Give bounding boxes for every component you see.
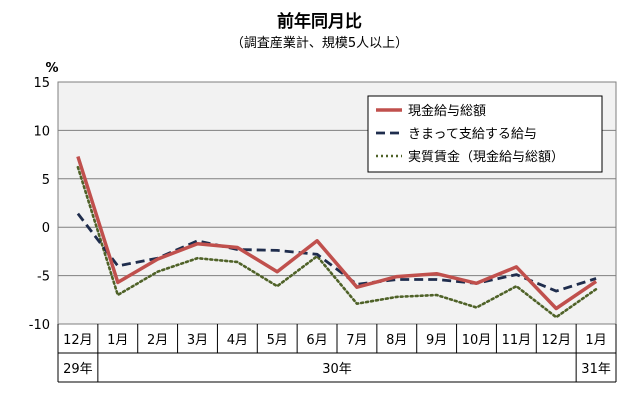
y-axis-unit-label: % — [45, 61, 58, 76]
x-tick-label: 1月 — [107, 333, 128, 348]
chart-subtitle: （調査産業計、規模5人以上） — [230, 36, 409, 51]
y-tick-label: -5 — [37, 270, 50, 285]
chart-title: 前年同月比 — [277, 12, 362, 32]
x-tick-label: 9月 — [426, 333, 447, 348]
x-tick-label: 10月 — [462, 333, 492, 348]
legend-label: 実質賃金（現金給与総額） — [408, 149, 564, 165]
x-tick-label: 6月 — [306, 333, 327, 348]
x-tick-label: 12月 — [63, 333, 93, 348]
legend-box — [367, 95, 603, 173]
series-lines — [76, 155, 598, 319]
x-tick-label: 2月 — [147, 333, 168, 348]
legend-label: きまって支給する給与 — [408, 127, 537, 142]
x-tick-label: 11月 — [502, 333, 532, 348]
x-tick-label: 4月 — [227, 333, 248, 348]
x-tick-label: 1月 — [585, 333, 606, 348]
y-tick-label: 10 — [33, 124, 50, 139]
y-tick-label: 15 — [33, 76, 50, 91]
y-tick-label: 5 — [42, 173, 50, 188]
x-tick-label: 3月 — [187, 333, 208, 348]
x-tick-label: 5月 — [267, 333, 288, 348]
legend-label: 現金給与総額 — [408, 103, 486, 119]
x-tick-label: 7月 — [346, 333, 367, 348]
year-label: 30年 — [322, 362, 352, 377]
y-tick-label: -10 — [29, 318, 50, 333]
x-tick-label: 12月 — [541, 333, 571, 348]
series-line-1 — [76, 155, 598, 311]
x-tick-label: 8月 — [386, 333, 407, 348]
y-tick-label: 0 — [42, 221, 50, 236]
x-axis-category-table: 12月 1月 2月 3月 4月 5月 6月 7月 8月 9月 10月 11月 12月 1月 29年 30年 31… — [57, 324, 617, 383]
series-line-3 — [76, 165, 598, 319]
y-tick-labels: 15 10 5 0 -5 -10 — [29, 76, 50, 333]
year-label: 29年 — [63, 362, 93, 377]
year-label: 31年 — [581, 362, 611, 377]
